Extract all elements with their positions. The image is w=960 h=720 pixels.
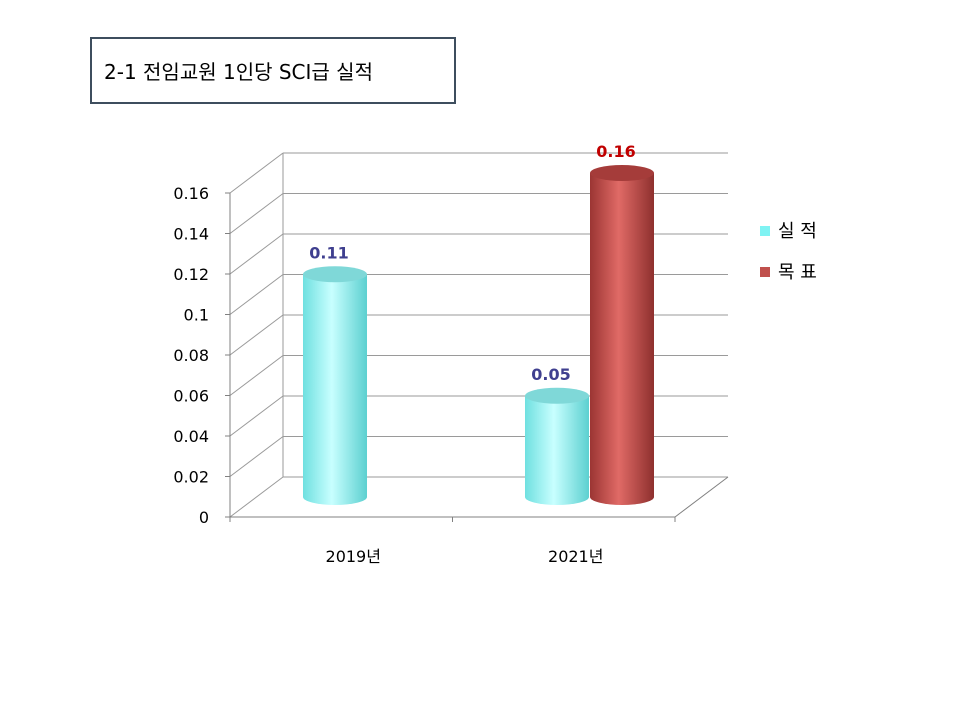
gridline-side	[229, 395, 284, 437]
gridline-side	[229, 476, 284, 518]
gridline-side	[229, 436, 284, 477]
legend-swatch	[760, 226, 770, 236]
axis-layer: 0 0.02 0.04 0.06 0.08 0.1 0.12 0.14 0.16 2019년 202…	[173, 184, 729, 566]
bar-top	[303, 266, 367, 283]
y-tick-label: 0.16	[173, 184, 209, 203]
gridline-side	[229, 274, 284, 315]
y-tick-label: 0.02	[173, 468, 209, 487]
gridline-side	[229, 233, 284, 275]
chart-title: 2-1 전임교원 1인당 SCI급 실적	[104, 60, 373, 84]
y-tick-label: 0.12	[173, 265, 209, 284]
bar-body	[525, 395, 589, 505]
data-label: 0.11	[309, 243, 348, 262]
bar-top	[525, 387, 589, 404]
legend-label: 실 적	[778, 221, 817, 242]
bar-actual-1	[525, 387, 589, 505]
bar-actual-0	[303, 266, 367, 505]
legend-swatch	[760, 267, 770, 277]
data-label: 0.16	[596, 142, 635, 161]
bar-target-1	[590, 165, 654, 505]
gridline-side	[229, 152, 284, 194]
floor-right-edge	[674, 476, 729, 518]
legend: 실 적목 표	[760, 221, 817, 283]
gridline-side	[229, 355, 284, 396]
y-tick-label: 0.08	[173, 346, 209, 365]
y-tick-label: 0.1	[184, 306, 209, 325]
label-layer: 0.11 0.05 0.16	[309, 142, 635, 384]
bar-layer	[303, 165, 654, 505]
legend-label: 목 표	[778, 262, 817, 283]
y-tick-label: 0.14	[173, 225, 209, 244]
chart-title-box: 2-1 전임교원 1인당 SCI급 실적	[90, 37, 456, 104]
bar-top	[590, 165, 654, 181]
x-tick-label: 2021년	[548, 547, 603, 566]
gridline-side	[229, 314, 284, 356]
y-tick-label: 0.06	[173, 387, 209, 406]
bar-body	[303, 274, 367, 505]
bar-body	[590, 173, 654, 505]
gridline-side	[229, 193, 284, 234]
x-tick-label: 2019년	[326, 547, 381, 566]
y-tick-label: 0	[199, 508, 209, 527]
y-tick-label: 0.04	[173, 427, 209, 446]
data-label: 0.05	[531, 365, 570, 384]
